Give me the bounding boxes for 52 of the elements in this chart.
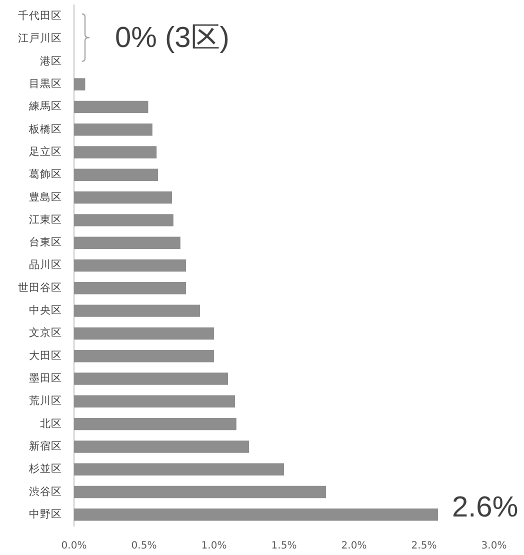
x-tick-label: 1.5% — [271, 540, 297, 552]
bar — [74, 100, 148, 114]
x-tick-label: 0.5% — [131, 540, 157, 552]
bar — [74, 214, 174, 226]
x-tick-label: 2.5% — [411, 540, 437, 552]
x-tick-label: 1.0% — [201, 540, 227, 552]
y-tick-label: 台東区 — [29, 236, 62, 249]
bar — [74, 508, 438, 521]
y-tick-label: 千代田区 — [18, 9, 62, 22]
bar — [74, 463, 284, 476]
bar — [74, 418, 236, 430]
bar — [74, 486, 326, 498]
y-tick-label: 中野区 — [29, 507, 62, 520]
y-tick-label: 中央区 — [29, 304, 62, 317]
bar — [74, 78, 86, 90]
y-tick-label: 品川区 — [29, 258, 62, 272]
y-tick-label: 江戸川区 — [18, 32, 62, 45]
y-tick-label: 新宿区 — [29, 439, 62, 452]
y-tick-label: 世田谷区 — [18, 280, 62, 294]
y-tick-label: 葛飾区 — [29, 168, 62, 181]
bar — [74, 191, 172, 204]
y-tick-label: 練馬区 — [28, 100, 62, 113]
annotation: 0% (3区) — [115, 22, 230, 54]
bar — [74, 327, 214, 340]
bar — [74, 123, 152, 136]
bar — [74, 395, 235, 408]
x-tick-label: 3.0% — [481, 540, 507, 552]
bar — [74, 259, 186, 272]
bar — [74, 350, 214, 362]
y-tick-label: 渋谷区 — [29, 484, 62, 498]
y-tick-label: 足立区 — [29, 144, 62, 158]
y-tick-label: 江東区 — [29, 212, 62, 226]
bar — [74, 146, 157, 158]
x-tick-label: 0.0% — [61, 540, 87, 552]
y-tick-label: 目黒区 — [29, 78, 62, 90]
y-tick-label: 大田区 — [29, 348, 62, 362]
bar — [74, 440, 249, 453]
y-tick-label: 墨田区 — [29, 372, 62, 384]
bar — [74, 372, 228, 385]
y-tick-label: 杉並区 — [28, 463, 62, 476]
y-tick-label: 豊島区 — [29, 190, 62, 204]
bar — [74, 236, 180, 249]
data-label: 2.6% — [452, 492, 518, 524]
y-tick-label: 板橋区 — [28, 123, 62, 136]
bar — [74, 168, 158, 182]
y-tick-label: 港区 — [40, 54, 62, 68]
x-tick-label: 2.0% — [341, 540, 367, 552]
y-tick-label: 北区 — [40, 416, 62, 430]
y-tick-label: 荒川区 — [29, 394, 62, 408]
bar — [74, 282, 186, 294]
y-tick-label: 文京区 — [29, 326, 62, 340]
bar — [74, 304, 200, 317]
